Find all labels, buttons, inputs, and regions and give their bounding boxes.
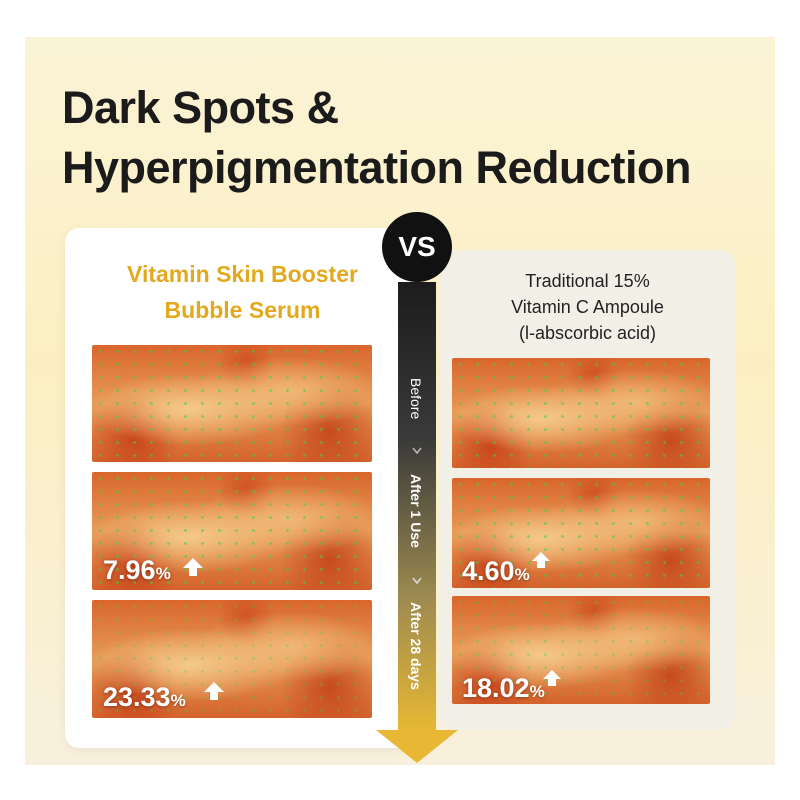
skin-image: [452, 478, 710, 588]
result: 23.33%: [103, 682, 186, 713]
result-unit: %: [529, 682, 545, 701]
timeline-label: After 28 days: [408, 602, 424, 690]
result: 7.96%: [103, 555, 171, 586]
up-icon: [204, 682, 224, 700]
timeline-label: After 1 Use: [408, 474, 424, 548]
spot-overlay: [452, 478, 710, 588]
title: Dark Spots & Hyperpigmentation Reduction: [62, 78, 692, 198]
result-unit: %: [170, 691, 186, 710]
result: 18.02%: [462, 673, 545, 704]
timeline-arrowhead: [376, 730, 458, 763]
skin-image: [452, 358, 710, 468]
heading-line: Vitamin C Ampoule: [511, 297, 664, 317]
title-line: Dark Spots &: [62, 82, 339, 133]
timeline-bar: [398, 282, 436, 732]
result-value: 23.33: [103, 682, 171, 712]
spot-overlay: [452, 596, 710, 704]
spot-overlay: [92, 600, 372, 718]
skin-image: [92, 600, 372, 718]
result-value: 7.96: [103, 555, 156, 585]
spot-overlay: [92, 345, 372, 462]
skin-image: [92, 472, 372, 590]
up-icon: [183, 558, 203, 576]
heading-line: Traditional 15%: [525, 271, 650, 291]
result-value: 18.02: [462, 673, 530, 703]
result: 4.60%: [462, 556, 530, 587]
skin-image: [452, 596, 710, 704]
result-unit: %: [155, 564, 171, 583]
spot-overlay: [452, 358, 710, 468]
heading-line: (l-abscorbic acid): [518, 323, 657, 343]
chevron: [412, 577, 422, 585]
up-icon: [532, 552, 550, 568]
heading-line: Bubble Serum: [164, 297, 321, 323]
spot-overlay: [92, 472, 372, 590]
heading-line: Vitamin Skin Booster: [127, 261, 358, 287]
result-value: 4.60: [462, 556, 515, 586]
up-icon: [543, 670, 561, 686]
chevron: [412, 447, 422, 455]
vs-badge: VS: [382, 212, 452, 282]
left-heading: Vitamin Skin Booster Bubble Serum: [65, 256, 420, 328]
title-line: Hyperpigmentation Reduction: [62, 142, 692, 193]
skin-image: [92, 345, 372, 462]
result-unit: %: [514, 565, 530, 584]
timeline-label: Before: [408, 378, 424, 420]
right-heading: Traditional 15% Vitamin C Ampoule (l-abs…: [440, 268, 735, 346]
